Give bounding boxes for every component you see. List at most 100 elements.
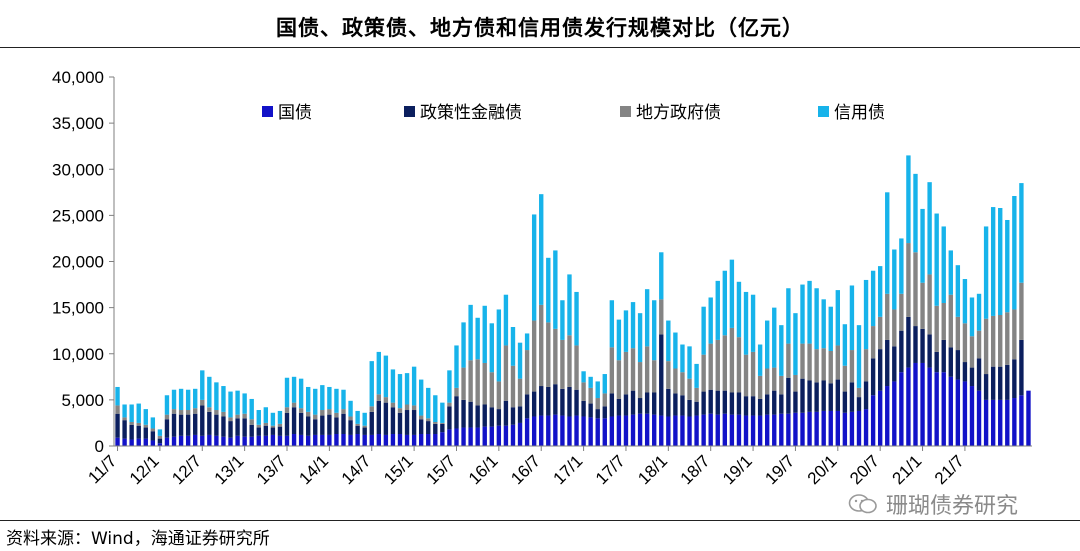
bar-segment (765, 368, 770, 395)
bar-segment (877, 266, 883, 317)
bar-segment (178, 388, 184, 411)
bar-segment (976, 358, 982, 391)
bar-segment (588, 387, 593, 404)
bar-segment (849, 350, 855, 383)
bar-segment (729, 259, 735, 328)
bar-segment (129, 424, 134, 440)
bar-segment (298, 408, 304, 413)
bar-segment (1019, 183, 1024, 283)
wechat-icon (848, 494, 877, 514)
bar-segment (200, 370, 205, 400)
bar-segment (757, 375, 763, 399)
bar-segment (560, 300, 565, 340)
bar-segment (390, 434, 396, 446)
bar-segment (694, 415, 699, 446)
bar-segment (920, 362, 925, 446)
bar-segment (644, 289, 650, 347)
bar-segment (941, 339, 946, 373)
bar-segment (581, 371, 586, 383)
bar-segment (899, 330, 904, 373)
bar-segment (962, 362, 968, 382)
y-tick-label: 35,000 (52, 114, 104, 133)
bar-segment (814, 288, 819, 350)
bar-segment (595, 398, 600, 410)
bar-segment (863, 381, 869, 410)
bar-segment (298, 434, 304, 446)
bar-segment (870, 270, 876, 327)
bar-segment (1012, 359, 1017, 399)
bar-segment (348, 420, 353, 435)
bar-segment (200, 435, 205, 446)
bar-segment (489, 323, 494, 373)
bar-segment (242, 436, 247, 446)
bar-segment (447, 429, 452, 446)
source-note: 资料来源：Wind，海通证券研究所 (6, 529, 270, 549)
bar-segment (348, 400, 353, 417)
bar-segment (440, 402, 445, 423)
bar-segment (694, 387, 699, 402)
bar-segment (228, 417, 233, 422)
bar-segment (475, 427, 480, 446)
bar-segment (355, 410, 360, 424)
bar-segment (539, 304, 544, 387)
bar-segment (164, 414, 170, 420)
bar-segment (426, 434, 431, 446)
bar-segment (892, 346, 897, 382)
bar-segment (772, 367, 777, 391)
bar-segment (426, 418, 431, 422)
bar-segment (531, 214, 537, 321)
bar-segment (927, 367, 932, 446)
bar-segment (623, 415, 629, 446)
bar-segment (383, 402, 389, 435)
bar-segment (327, 386, 332, 410)
legend-swatch (620, 106, 631, 117)
bar-segment (369, 361, 374, 407)
bar-segment (609, 416, 615, 446)
bar-segment (722, 413, 728, 446)
bar-segment (200, 405, 205, 436)
bar-segment (306, 416, 311, 436)
x-tick-label: 11/7 (84, 451, 120, 487)
bar-segment (270, 412, 276, 426)
bar-segment (1019, 282, 1024, 340)
bar-segment (722, 270, 728, 336)
bar-segment (856, 410, 862, 446)
bar-segment (228, 437, 233, 446)
bar-segment (397, 408, 403, 413)
bar-segment (892, 381, 897, 446)
bar-segment (383, 397, 389, 403)
bar-segment (602, 406, 607, 419)
bar-segment (306, 386, 311, 412)
bar-segment (920, 328, 925, 363)
bar-segment (990, 366, 996, 400)
source-divider (0, 520, 1080, 521)
bar-segment (821, 348, 826, 381)
bar-segment (609, 300, 615, 348)
bar-segment (623, 351, 629, 395)
bar-segment (885, 192, 890, 294)
bar-segment (320, 410, 325, 416)
bar-segment (475, 317, 480, 360)
bar-segment (291, 402, 297, 408)
bar-segment (567, 335, 572, 387)
bar-segment (327, 409, 332, 415)
bar-segment (157, 435, 163, 439)
y-tick-label: 5,000 (61, 391, 104, 410)
bar-segment (616, 415, 622, 446)
bar-segment (842, 412, 848, 446)
bar-segment (630, 348, 636, 391)
bar-segment (524, 350, 530, 395)
bar-segment (998, 315, 1003, 367)
bar-segment (221, 411, 226, 417)
bar-segment (390, 369, 396, 403)
bar-segment (948, 294, 953, 348)
bar-segment (277, 423, 283, 427)
bar-segment (461, 427, 466, 446)
bar-segment (489, 372, 494, 408)
x-tick-label: 21/1 (889, 451, 926, 488)
bar-segment (298, 378, 304, 409)
bar-segment (581, 382, 586, 401)
bar-segment (786, 288, 791, 344)
bar-segment (722, 335, 728, 391)
bar-segment (948, 347, 953, 377)
